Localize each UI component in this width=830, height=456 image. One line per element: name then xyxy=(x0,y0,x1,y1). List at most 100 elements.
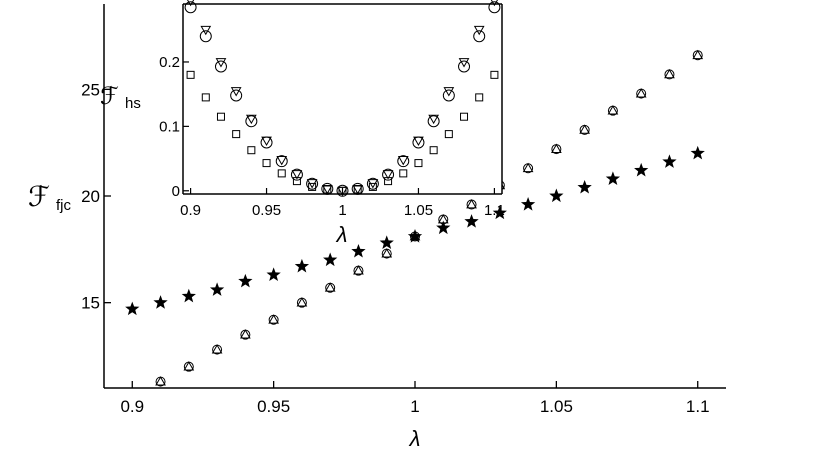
inset-y-tick-label: 0.1 xyxy=(159,118,180,135)
main-point-star xyxy=(464,214,479,228)
inset-point-square xyxy=(201,93,210,102)
inset-point-triangle-down xyxy=(261,136,272,147)
inset-point-triangle-down xyxy=(215,58,227,68)
main-point-star xyxy=(351,243,366,258)
main-point-triangle-up xyxy=(664,68,675,79)
main-point-triangle-up xyxy=(692,49,704,60)
main-point-triangle-up xyxy=(522,162,534,173)
main-point-star xyxy=(153,295,168,309)
main-point-triangle-up xyxy=(409,231,421,241)
main-point-triangle-up xyxy=(268,314,279,324)
inset-x-tick-label: 0.95 xyxy=(252,202,281,219)
inset-point-triangle-down xyxy=(397,155,409,166)
main-y-tick-label: 25 xyxy=(81,80,100,99)
inset-point-square xyxy=(475,93,484,102)
inset-point-triangle-down xyxy=(245,114,257,125)
inset-point-circle xyxy=(199,30,212,43)
main-point-star xyxy=(690,145,705,160)
main-x-tick-label: 1.1 xyxy=(686,397,710,416)
main-point-star xyxy=(238,273,253,288)
main-x-tick-label: 0.9 xyxy=(120,397,144,416)
main-x-tick-label: 0.95 xyxy=(257,397,290,416)
main-point-star xyxy=(266,267,281,281)
main-point-star xyxy=(294,258,310,273)
main-data-points xyxy=(125,49,705,387)
main-point-circle xyxy=(523,163,534,174)
main-point-star xyxy=(634,162,649,177)
inset-x-tick-label: 0.9 xyxy=(180,202,201,219)
inset-point-square xyxy=(353,185,362,194)
main-point-star xyxy=(209,282,225,296)
inset-point-circle xyxy=(442,89,455,102)
inset-point-circle xyxy=(275,155,288,168)
main-point-circle xyxy=(240,329,251,340)
main-point-triangle-up xyxy=(437,213,449,224)
main-point-circle xyxy=(664,69,675,80)
main-point-star xyxy=(125,301,140,316)
main-y-axis-label-subscript: fjc xyxy=(56,197,72,214)
inset-point-square xyxy=(368,182,377,191)
inset-point-circle xyxy=(184,1,197,14)
main-point-star xyxy=(549,188,564,203)
inset-point-square xyxy=(460,112,469,121)
main-point-circle xyxy=(212,344,223,355)
inset-point-circle xyxy=(306,177,319,190)
inset-point-circle xyxy=(366,177,379,190)
inset-plot: 0.9 0.95 1 1.05 1.1 0 0.1 0.2 λ ℱ hs xyxy=(100,0,505,247)
inset-point-square xyxy=(216,112,225,121)
main-point-triangle-up xyxy=(635,88,647,98)
main-x-tick-label: 1 xyxy=(410,397,419,416)
inset-axis-ticks: 0.9 0.95 1 1.05 1.1 0 0.1 0.2 xyxy=(159,3,505,219)
main-point-circle xyxy=(353,265,364,276)
main-axis-ticks: 0.9 0.95 1 1.05 1.1 15 20 25 xyxy=(81,4,726,416)
inset-point-square xyxy=(399,169,408,178)
inset-point-square xyxy=(414,159,423,168)
inset-point-circle xyxy=(214,60,227,73)
inset-y-axis-label-subscript: hs xyxy=(125,95,141,112)
inset-point-square xyxy=(292,177,301,186)
inset-point-square xyxy=(186,70,195,79)
main-plot: 0.9 0.95 1 1.05 1.1 15 20 25 λ ℱ fjc xyxy=(28,4,726,451)
inset-point-circle xyxy=(230,89,243,102)
main-point-triangle-up xyxy=(551,143,562,153)
inset-point-triangle-down xyxy=(276,155,288,166)
main-x-tick-label: 1.05 xyxy=(540,397,573,416)
main-point-triangle-up xyxy=(211,344,223,354)
inset-point-square xyxy=(262,159,271,168)
inset-data-points xyxy=(184,0,501,197)
inset-point-circle xyxy=(473,30,486,43)
inset-point-triangle-down xyxy=(230,87,242,97)
inset-point-circle xyxy=(458,60,471,73)
main-point-circle xyxy=(325,282,336,293)
main-point-triangle-up xyxy=(296,297,308,307)
inset-point-square xyxy=(232,130,241,139)
inset-point-square xyxy=(444,130,453,139)
inset-y-tick-label: 0.2 xyxy=(159,54,180,71)
inset-point-square xyxy=(384,177,393,186)
main-point-circle xyxy=(438,214,449,225)
main-point-triangle-up xyxy=(324,282,336,292)
main-point-circle xyxy=(268,314,279,325)
inset-point-triangle-down xyxy=(187,0,195,7)
inset-point-triangle-down xyxy=(413,136,424,147)
inset-point-triangle-down xyxy=(291,170,303,180)
main-point-star xyxy=(323,252,338,267)
main-point-triangle-up xyxy=(240,329,251,339)
main-point-star xyxy=(407,229,423,243)
inset-point-triangle-down xyxy=(382,170,394,180)
main-point-star xyxy=(662,154,677,168)
inset-point-circle xyxy=(488,1,501,14)
inset-point-circle xyxy=(290,168,303,181)
main-point-circle xyxy=(579,124,590,135)
main-point-star xyxy=(436,220,451,235)
inset-point-circle xyxy=(397,155,410,168)
inset-point-triangle-down xyxy=(428,114,440,125)
main-point-triangle-up xyxy=(353,265,364,275)
main-point-star xyxy=(492,205,507,220)
inset-y-axis-label: ℱ xyxy=(100,83,119,110)
main-point-triangle-up xyxy=(579,124,590,134)
inset-point-square xyxy=(323,185,332,194)
main-point-triangle-up xyxy=(381,248,393,258)
main-point-triangle-up xyxy=(183,361,195,371)
